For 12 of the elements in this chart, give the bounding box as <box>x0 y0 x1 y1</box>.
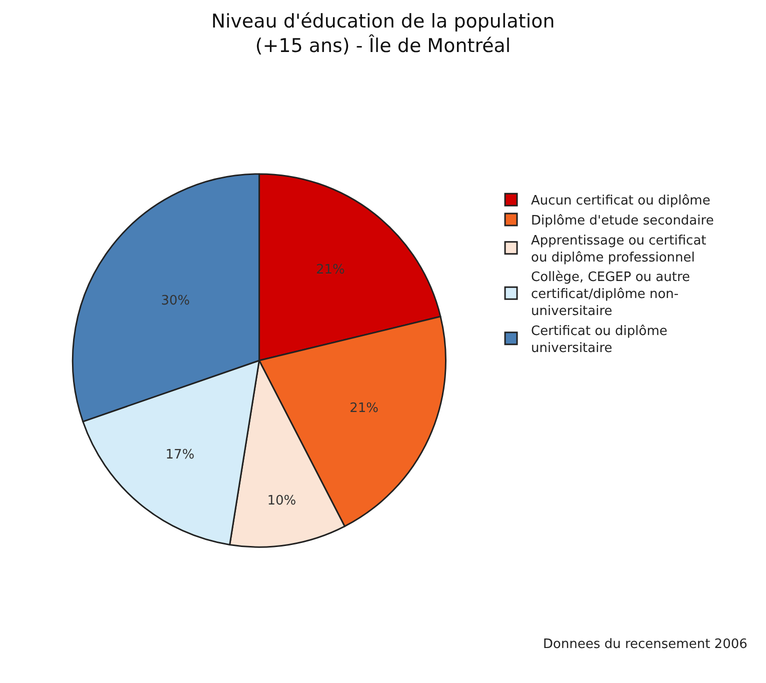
chart-title: Niveau d'éducation de la population (+15 ans) - Île de Montréal <box>211 10 555 58</box>
data-label: 10% <box>267 493 296 508</box>
legend-label: Diplôme d'etude secondaire <box>531 214 714 229</box>
data-label: 21% <box>350 400 379 416</box>
legend-label: Apprentissage ou certificat ou diplôme professionnel <box>531 233 706 266</box>
legend-label: Aucun certificat ou diplôme <box>531 194 710 209</box>
text: Donnees du recensement 2006 <box>543 637 748 652</box>
data-label: 17% <box>166 447 194 462</box>
legend-label: Certificat ou diplôme universitaire <box>531 324 668 356</box>
legend-label: Collège, CEGEP ou autre certificat/diplôme non-universitaire <box>531 270 690 320</box>
data-label: 21% <box>316 262 345 278</box>
data-label: 30% <box>161 293 190 308</box>
